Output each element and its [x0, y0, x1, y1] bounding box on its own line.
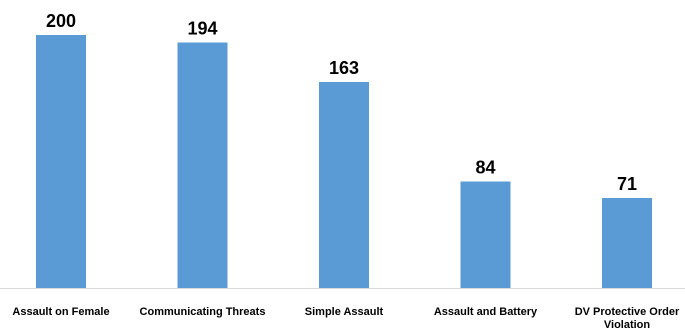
category-label-1: Communicating Threats — [140, 306, 266, 318]
value-label-1: 194 — [187, 19, 217, 39]
category-label-4: DV Protective Order Violation — [575, 306, 680, 331]
category-label-line: Communicating Threats — [140, 306, 266, 318]
category-label-line: Violation — [604, 319, 651, 331]
bar-1 — [177, 42, 228, 288]
value-labels-group: 200 194 163 84 71 — [46, 11, 637, 194]
category-label-line: Assault and Battery — [434, 306, 538, 318]
bar-2 — [319, 81, 369, 288]
value-label-2: 163 — [329, 58, 359, 78]
value-label-3: 84 — [475, 158, 495, 178]
bar-3 — [460, 181, 511, 288]
category-label-3: Assault and Battery — [434, 306, 538, 318]
bar-0 — [36, 35, 86, 288]
bars-group — [36, 35, 652, 288]
category-labels-group: Assault on Female Communicating Threats Si… — [12, 306, 680, 331]
category-label-0: Assault on Female — [12, 306, 109, 318]
category-label-line: DV Protective Order — [575, 306, 680, 318]
category-label-line: Assault on Female — [12, 306, 109, 318]
category-label-2: Simple Assault — [305, 306, 384, 318]
category-label-line: Simple Assault — [305, 306, 384, 318]
value-label-0: 200 — [46, 11, 76, 31]
bar-4 — [602, 198, 652, 288]
value-label-4: 71 — [617, 174, 637, 194]
